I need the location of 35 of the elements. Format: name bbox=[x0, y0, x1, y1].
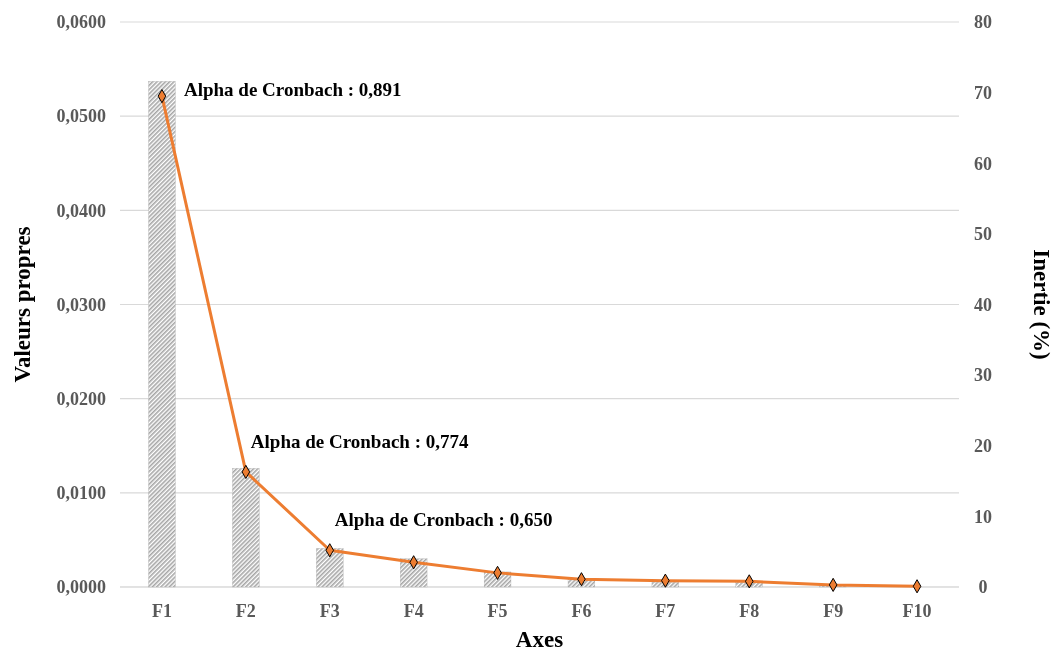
y-tick-label: 0,0600 bbox=[56, 12, 106, 33]
bar bbox=[148, 81, 176, 588]
x-axis-title: Axes bbox=[515, 627, 564, 652]
y-tick-label: 0,0300 bbox=[56, 294, 106, 315]
x-tick-label: F10 bbox=[902, 601, 932, 621]
x-tick-label: F9 bbox=[823, 601, 844, 621]
y-tick-label: 0,0200 bbox=[56, 388, 106, 409]
annotation: Alpha de Cronbach : 0,774 bbox=[250, 430, 470, 452]
annotation: Alpha de Cronbach : 0,891 bbox=[183, 79, 402, 101]
x-tick-label: F5 bbox=[487, 601, 508, 621]
y2-tick-label: 70 bbox=[974, 82, 992, 103]
bar bbox=[316, 548, 344, 588]
x-tick-label: F1 bbox=[151, 601, 172, 621]
y2-tick-label: 30 bbox=[974, 365, 992, 386]
y2-tick-label: 0 bbox=[978, 577, 988, 598]
x-tick-label: F3 bbox=[319, 601, 340, 621]
x-tick-label: F8 bbox=[739, 601, 760, 621]
y-tick-label: 0,0500 bbox=[56, 106, 106, 127]
x-tick-label: F4 bbox=[403, 601, 424, 621]
y2-tick-label: 10 bbox=[974, 506, 992, 527]
y2-axis-title: Inertie (%) bbox=[1029, 249, 1054, 360]
x-tick-label: F2 bbox=[235, 601, 256, 621]
x-tick-label: F7 bbox=[655, 601, 676, 621]
y2-tick-label: 20 bbox=[974, 436, 992, 457]
y2-tick-label: 80 bbox=[974, 12, 992, 33]
y2-tick-label: 40 bbox=[974, 294, 992, 315]
y-tick-label: 0,0000 bbox=[56, 577, 106, 598]
y-axis-title: Valeurs propres bbox=[10, 226, 35, 383]
y2-tick-label: 60 bbox=[974, 153, 992, 174]
y2-tick-label: 50 bbox=[974, 224, 992, 245]
y-tick-label: 0,0100 bbox=[56, 483, 106, 504]
y-tick-label: 0,0400 bbox=[56, 200, 106, 221]
bar bbox=[232, 468, 260, 588]
annotation: Alpha de Cronbach : 0,650 bbox=[334, 509, 553, 531]
x-tick-label: F6 bbox=[571, 601, 592, 621]
